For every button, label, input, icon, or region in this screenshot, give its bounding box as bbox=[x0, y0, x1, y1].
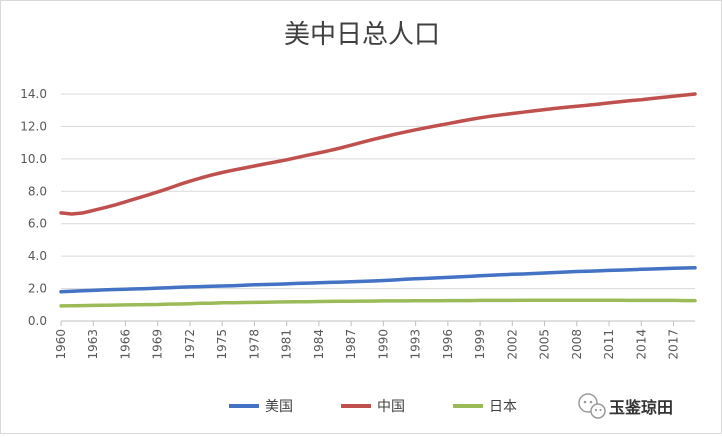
y-tick-label: 14.0 bbox=[20, 87, 47, 101]
chart-title: 美中日总人口 bbox=[284, 20, 440, 50]
y-tick-label: 2.0 bbox=[28, 282, 47, 296]
x-tick-label: 1972 bbox=[183, 329, 197, 360]
y-tick-label: 10.0 bbox=[20, 152, 47, 166]
legend: 美国 中国 日本 bbox=[229, 399, 517, 415]
grid-lines bbox=[61, 93, 695, 290]
x-tick-label: 1990 bbox=[376, 329, 390, 360]
x-tick-label: 2002 bbox=[505, 329, 519, 360]
watermark: 玉鉴琼田 bbox=[578, 393, 673, 419]
y-tick-label: 4.0 bbox=[28, 249, 47, 263]
wechat-icon bbox=[578, 393, 606, 419]
x-tick-label: 1996 bbox=[441, 329, 455, 360]
series-line bbox=[59, 298, 697, 308]
series-lines bbox=[59, 92, 697, 308]
y-tick-label: 8.0 bbox=[28, 184, 47, 198]
x-tick-label: 1963 bbox=[86, 329, 100, 360]
watermark-text: 玉鉴琼田 bbox=[609, 398, 673, 417]
y-tick-label: 0.0 bbox=[28, 314, 47, 328]
x-tick-label: 1981 bbox=[280, 329, 294, 360]
x-tick-label: 1993 bbox=[409, 329, 423, 360]
x-tick-label: 1975 bbox=[215, 329, 229, 360]
legend-label: 美国 bbox=[265, 399, 293, 415]
x-tick-label: 1966 bbox=[118, 329, 132, 360]
series-line bbox=[59, 92, 697, 216]
x-tick-label: 1999 bbox=[473, 329, 487, 360]
y-tick-label: 12.0 bbox=[20, 119, 47, 133]
x-tick-label: 2008 bbox=[570, 329, 584, 360]
series-line bbox=[59, 266, 697, 294]
x-tick-label: 1969 bbox=[151, 329, 165, 360]
x-tick-label: 1987 bbox=[344, 329, 358, 360]
x-tick-label: 1984 bbox=[312, 329, 326, 360]
x-tick-label: 1978 bbox=[247, 329, 261, 360]
x-tick-label: 2017 bbox=[667, 329, 681, 360]
legend-label: 日本 bbox=[489, 399, 517, 415]
x-axis: 1960 1963 1966 1969 1972 1975 1978 1981 1984 1987… bbox=[54, 320, 695, 360]
legend-label: 中国 bbox=[377, 399, 405, 415]
y-axis-ticks: 0.0 2.0 4.0 6.0 8.0 10.0 12.0 14.0 bbox=[20, 87, 47, 328]
x-tick-label: 2005 bbox=[538, 329, 552, 360]
x-tick-label: 2014 bbox=[634, 329, 648, 360]
x-tick-label: 1960 bbox=[54, 329, 68, 360]
y-tick-label: 6.0 bbox=[28, 217, 47, 231]
x-tick-label: 2011 bbox=[602, 329, 616, 360]
